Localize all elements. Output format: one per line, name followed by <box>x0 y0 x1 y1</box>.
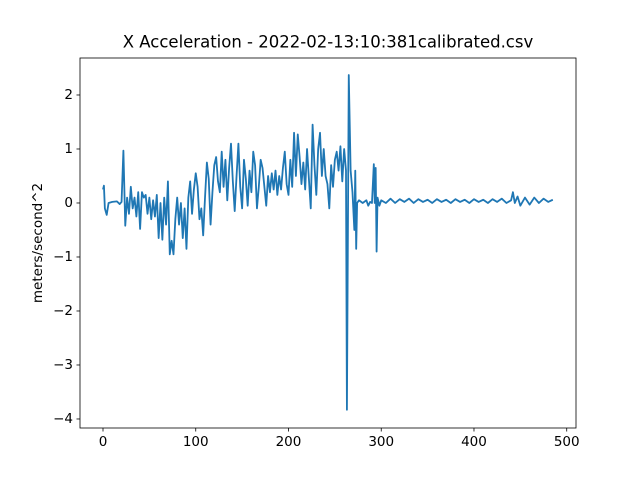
x-tick-label: 200 <box>276 434 302 450</box>
y-tick-label: −1 <box>53 249 73 265</box>
x-tick-label: 300 <box>368 434 394 450</box>
y-tick-label: −3 <box>53 357 73 373</box>
y-tick-label: 2 <box>64 87 73 103</box>
y-tick-label: −4 <box>53 411 73 427</box>
y-tick-label: −2 <box>53 303 73 319</box>
x-tick-label: 400 <box>461 434 487 450</box>
x-tick-label: 500 <box>554 434 580 450</box>
y-tick-label: 1 <box>64 141 73 157</box>
y-axis-label: meters/second^2 <box>30 183 46 303</box>
data-line <box>102 74 554 411</box>
plot-frame <box>79 57 577 429</box>
x-tick-label: 0 <box>99 434 108 450</box>
chart-title: X Acceleration - 2022-02-13:10:381calibr… <box>123 33 534 52</box>
x-tick-label: 100 <box>183 434 209 450</box>
y-tick-label: 0 <box>64 195 73 211</box>
